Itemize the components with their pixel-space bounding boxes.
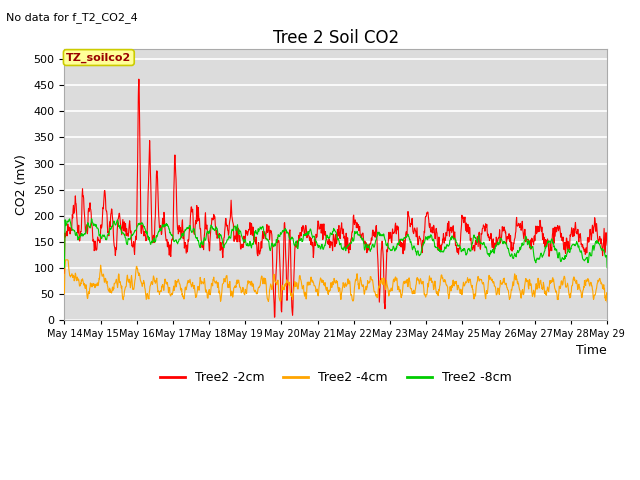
X-axis label: Time: Time — [577, 344, 607, 357]
Tree2 -2cm — [604, 242, 611, 248]
Tree2 -2cm — [135, 76, 143, 82]
Tree2 -2cm — [271, 314, 278, 320]
Tree2 -8cm — [492, 246, 499, 252]
Tree2 -8cm — [539, 253, 547, 259]
Tree2 -8cm — [88, 216, 95, 222]
Legend: Tree2 -2cm, Tree2 -4cm, Tree2 -8cm: Tree2 -2cm, Tree2 -4cm, Tree2 -8cm — [155, 366, 516, 389]
Tree2 -8cm — [182, 228, 189, 233]
Tree2 -8cm — [243, 242, 250, 248]
Tree2 -4cm — [182, 284, 189, 290]
Text: No data for f_T2_CO2_4: No data for f_T2_CO2_4 — [6, 12, 138, 23]
Tree2 -2cm — [168, 236, 176, 242]
Text: TZ_soilco2: TZ_soilco2 — [66, 52, 131, 63]
Tree2 -4cm — [168, 292, 176, 298]
Line: Tree2 -8cm: Tree2 -8cm — [65, 219, 607, 268]
Line: Tree2 -4cm: Tree2 -4cm — [65, 260, 607, 302]
Tree2 -2cm — [420, 230, 428, 236]
Tree2 -8cm — [420, 240, 428, 246]
Tree2 -4cm — [61, 291, 68, 297]
Tree2 -2cm — [492, 243, 499, 249]
Tree2 -4cm — [539, 285, 547, 291]
Tree2 -8cm — [61, 265, 68, 271]
Tree2 -2cm — [243, 230, 250, 236]
Tree2 -4cm — [61, 257, 69, 263]
Tree2 -8cm — [604, 265, 611, 271]
Tree2 -4cm — [420, 291, 428, 297]
Tree2 -2cm — [61, 270, 68, 276]
Line: Tree2 -2cm: Tree2 -2cm — [65, 79, 607, 317]
Tree2 -4cm — [604, 299, 611, 305]
Title: Tree 2 Soil CO2: Tree 2 Soil CO2 — [273, 29, 399, 48]
Tree2 -2cm — [182, 240, 189, 246]
Tree2 -4cm — [492, 284, 499, 289]
Tree2 -4cm — [243, 289, 250, 295]
Tree2 -2cm — [540, 236, 547, 241]
Tree2 -8cm — [168, 232, 176, 238]
Y-axis label: CO2 (mV): CO2 (mV) — [15, 154, 28, 215]
